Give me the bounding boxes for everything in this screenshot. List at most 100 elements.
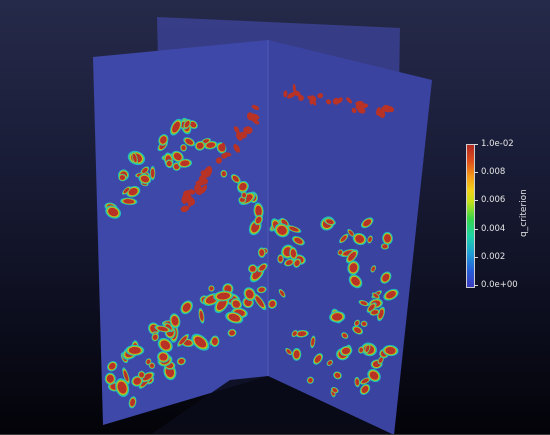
vortex-blob <box>323 217 336 226</box>
vortex-blob <box>291 347 302 361</box>
vortex-blob <box>274 223 290 238</box>
vortex-blob <box>345 249 359 264</box>
vortex-blob <box>287 92 296 99</box>
vortex-blob <box>154 325 171 333</box>
colorbar-tick <box>474 200 478 201</box>
colorbar-label: 0.008 <box>481 167 506 177</box>
colorbar-label: 0.006 <box>481 195 506 205</box>
vortex-blob <box>188 120 198 130</box>
vortex-blob <box>310 335 316 349</box>
vortex-blob <box>325 99 332 105</box>
vortex-blob <box>157 351 170 363</box>
vortex-blob <box>165 159 174 168</box>
vortex-blob <box>177 158 193 168</box>
vortex-blob <box>380 243 390 250</box>
vortex-blob <box>183 119 191 130</box>
vortex-blob <box>292 235 305 246</box>
vortex-blob <box>198 307 205 324</box>
vortex-blob <box>354 376 361 388</box>
vortex-blob <box>256 286 267 294</box>
vortex-blob <box>291 329 298 338</box>
vortex-blob <box>251 104 260 111</box>
vortex-blob <box>351 107 357 114</box>
vortex-blob <box>107 361 118 372</box>
vortex-blob <box>317 93 324 99</box>
vortex-blob <box>283 258 295 267</box>
vortex-blob <box>277 254 284 264</box>
vortex-blob <box>370 265 377 273</box>
vortex-blob <box>180 205 190 213</box>
vortex-blob <box>298 95 304 101</box>
vortex-blob <box>359 383 371 395</box>
vortex-blob <box>359 377 371 385</box>
vortex-blob <box>191 333 210 351</box>
colorbar-legend: 1.0e-02 0.008 0.006 0.004 0.002 0.0e+00 … <box>462 139 550 300</box>
slice-plane-left <box>93 40 268 425</box>
vortex-blob <box>292 83 296 93</box>
vortex-blob <box>220 142 226 152</box>
vortex-blob <box>194 184 203 196</box>
vortex-blob <box>230 298 243 310</box>
vortex-blob <box>222 152 232 157</box>
vortex-blob <box>341 332 349 339</box>
vortex-blob <box>364 343 371 354</box>
vortex-blob <box>115 378 130 397</box>
vortex-blobs-left <box>104 104 268 409</box>
colorbar-tick <box>474 285 478 286</box>
vortex-blob <box>289 246 298 261</box>
vortex-blob <box>157 337 173 353</box>
vortex-blob <box>330 387 339 394</box>
vortex-blob <box>233 143 241 153</box>
colorbar-tick <box>474 229 478 230</box>
colorbar-tick <box>474 257 478 258</box>
vortex-blob <box>233 126 240 133</box>
vortex-blob <box>378 109 384 114</box>
vortex-blob <box>388 106 394 113</box>
vortex-blob <box>201 178 209 185</box>
vortex-blob <box>253 293 267 311</box>
vortex-blob <box>158 134 169 146</box>
slice-plane-right <box>268 40 432 435</box>
vortex-blob <box>337 97 343 104</box>
vortex-blob <box>346 97 353 104</box>
vortex-blob <box>352 325 364 335</box>
colorbar-label: 0.002 <box>481 252 506 262</box>
vortex-blob <box>180 143 188 152</box>
vortex-blob <box>230 174 241 184</box>
vortex-blob <box>339 345 353 357</box>
vortex-blob <box>283 90 288 98</box>
vortex-blob <box>121 186 131 195</box>
vortex-blob <box>309 98 314 105</box>
colorbar-tick <box>474 172 478 173</box>
vortex-blobs-right <box>268 83 399 398</box>
vortex-blob <box>241 191 248 199</box>
vortex-blob <box>360 320 368 328</box>
vortex-blob <box>181 194 188 204</box>
vortex-blob <box>137 370 146 379</box>
vortex-blob <box>358 346 365 354</box>
vortex-blob <box>104 372 116 385</box>
vortex-blob <box>148 362 156 370</box>
vortex-blob <box>243 126 253 135</box>
vortex-blob <box>353 319 360 327</box>
vortex-blob <box>254 214 264 226</box>
vortex-blob <box>382 345 399 357</box>
vortex-blob <box>220 169 228 178</box>
colorbar-label-max: 1.0e-02 <box>481 139 514 149</box>
slice-plane-floor-shadow <box>150 376 394 435</box>
vortex-blob <box>169 118 183 136</box>
vortex-blob <box>183 137 196 147</box>
vortex-blob <box>293 258 302 268</box>
colorbar-gradient <box>466 144 475 288</box>
vortex-blob <box>257 262 268 273</box>
vortex-blob <box>177 333 190 347</box>
vortex-blob <box>169 313 181 329</box>
vortex-blob <box>268 299 278 309</box>
vortex-blob <box>131 151 139 165</box>
vortex-blob <box>366 302 377 313</box>
vortex-blob <box>293 90 301 97</box>
vortex-blob <box>348 274 363 289</box>
colorbar-tick <box>474 144 478 145</box>
